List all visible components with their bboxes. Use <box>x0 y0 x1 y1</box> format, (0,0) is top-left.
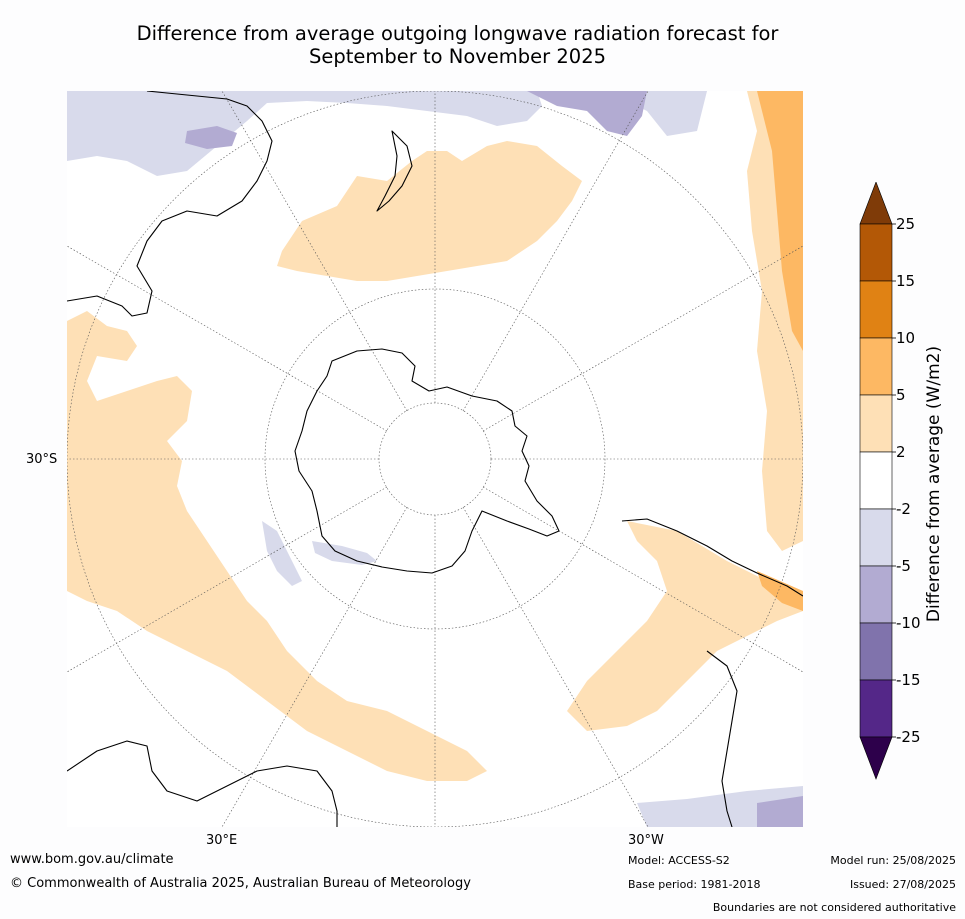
footer-model-run: Model run: 25/08/2025 <box>830 854 956 867</box>
south-america-coastline <box>621 518 803 597</box>
anomaly-region-negative-medium-top-right <box>527 91 647 136</box>
colorbar-tick-label: -15 <box>896 671 921 689</box>
map-title-line-2: September to November 2025 <box>308 45 607 68</box>
anomaly-region-negative-medium-top <box>185 126 237 149</box>
colorbar-tick-label: -10 <box>896 614 921 632</box>
colorbar-tick-label: -5 <box>896 557 911 575</box>
anomaly-region-negative-indian <box>262 521 302 586</box>
colorbar-extend-bottom <box>859 736 893 780</box>
colorbar-band <box>859 394 893 453</box>
africa-coastline <box>67 740 338 827</box>
anomaly-region-negative-top-right <box>587 91 707 136</box>
colorbar-extend-top <box>859 181 893 225</box>
coastlines <box>67 91 803 827</box>
longitude-label-30w: 30°W <box>628 833 664 848</box>
anomaly-region-positive-indian-ocean <box>67 311 487 781</box>
footer-base-period: Base period: 1981-2018 <box>628 878 761 891</box>
anomaly-region-negative-top <box>67 91 542 176</box>
footer-issued: Issued: 27/08/2025 <box>849 878 956 891</box>
footer-disclaimer: Boundaries are not considered authoritat… <box>712 901 956 914</box>
anomaly-region-positive-south-america <box>567 521 803 731</box>
colorbar-band <box>859 508 893 567</box>
colorbar-tick-label: -2 <box>896 500 911 518</box>
colorbar-band <box>859 337 893 396</box>
footer-website[interactable]: www.bom.gov.au/climate <box>10 852 174 867</box>
map-title: Difference from average outgoing longwav… <box>60 22 855 68</box>
anomaly-region-positive-medium-south-america <box>757 571 803 611</box>
colorbar-tick-label: 2 <box>896 443 906 461</box>
colorbar-band <box>859 679 893 738</box>
colorbar-band <box>859 280 893 339</box>
latitude-label-30s: 30°S <box>26 452 58 467</box>
anomaly-region-positive-pacific <box>277 141 582 281</box>
anomaly-region-positive-medium-east <box>757 91 803 351</box>
polar-map <box>67 91 803 827</box>
australia-coastline <box>67 91 273 317</box>
colorbar-band <box>859 451 893 510</box>
anomaly-region-negative-antarctic-coast <box>312 541 377 565</box>
colorbar-band <box>859 223 893 282</box>
anomaly-region-negative-medium-bottom-right <box>757 796 803 827</box>
footer-model: Model: ACCESS-S2 <box>628 854 730 867</box>
footer-copyright: © Commonwealth of Australia 2025, Austra… <box>10 876 471 891</box>
map-title-line-1: Difference from average outgoing longwav… <box>136 22 779 45</box>
colorbar-tick-label: -25 <box>896 728 921 746</box>
colorbar-band <box>859 622 893 681</box>
colorbar-tick-label: 25 <box>896 215 915 233</box>
colorbar-tick-label: 15 <box>896 272 915 290</box>
colorbar-tick-label: 5 <box>896 386 906 404</box>
south-america-coastline-inland <box>706 650 738 827</box>
colorbar-title: Difference from average (W/m2) <box>924 345 944 623</box>
new-zealand-coastline <box>376 130 413 212</box>
colorbar-band <box>859 565 893 624</box>
antarctica-coastline <box>294 348 560 574</box>
longitude-label-30e: 30°E <box>206 833 238 848</box>
colorbar-tick-label: 10 <box>896 329 915 347</box>
colorbar: 25 15 10 5 2 -2 -5 -10 -15 -25 <box>858 181 965 782</box>
